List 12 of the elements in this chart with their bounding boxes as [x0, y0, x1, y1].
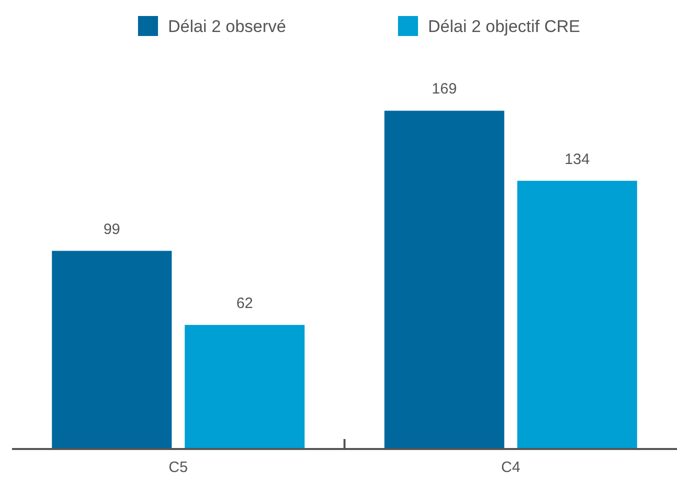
bar: [184, 324, 305, 449]
x-tick-label: C5: [168, 459, 188, 476]
data-label: 134: [564, 150, 590, 168]
data-label: 62: [236, 294, 254, 312]
data-label: 169: [432, 80, 457, 98]
bar: [384, 110, 504, 449]
legend-label: Délai 2 observé: [168, 17, 286, 36]
data-label: 99: [103, 220, 120, 238]
bar: [52, 250, 172, 449]
bar: [517, 180, 638, 449]
legend-label: Délai 2 objectif CRE: [428, 17, 580, 36]
x-tick-label: C4: [501, 459, 520, 476]
